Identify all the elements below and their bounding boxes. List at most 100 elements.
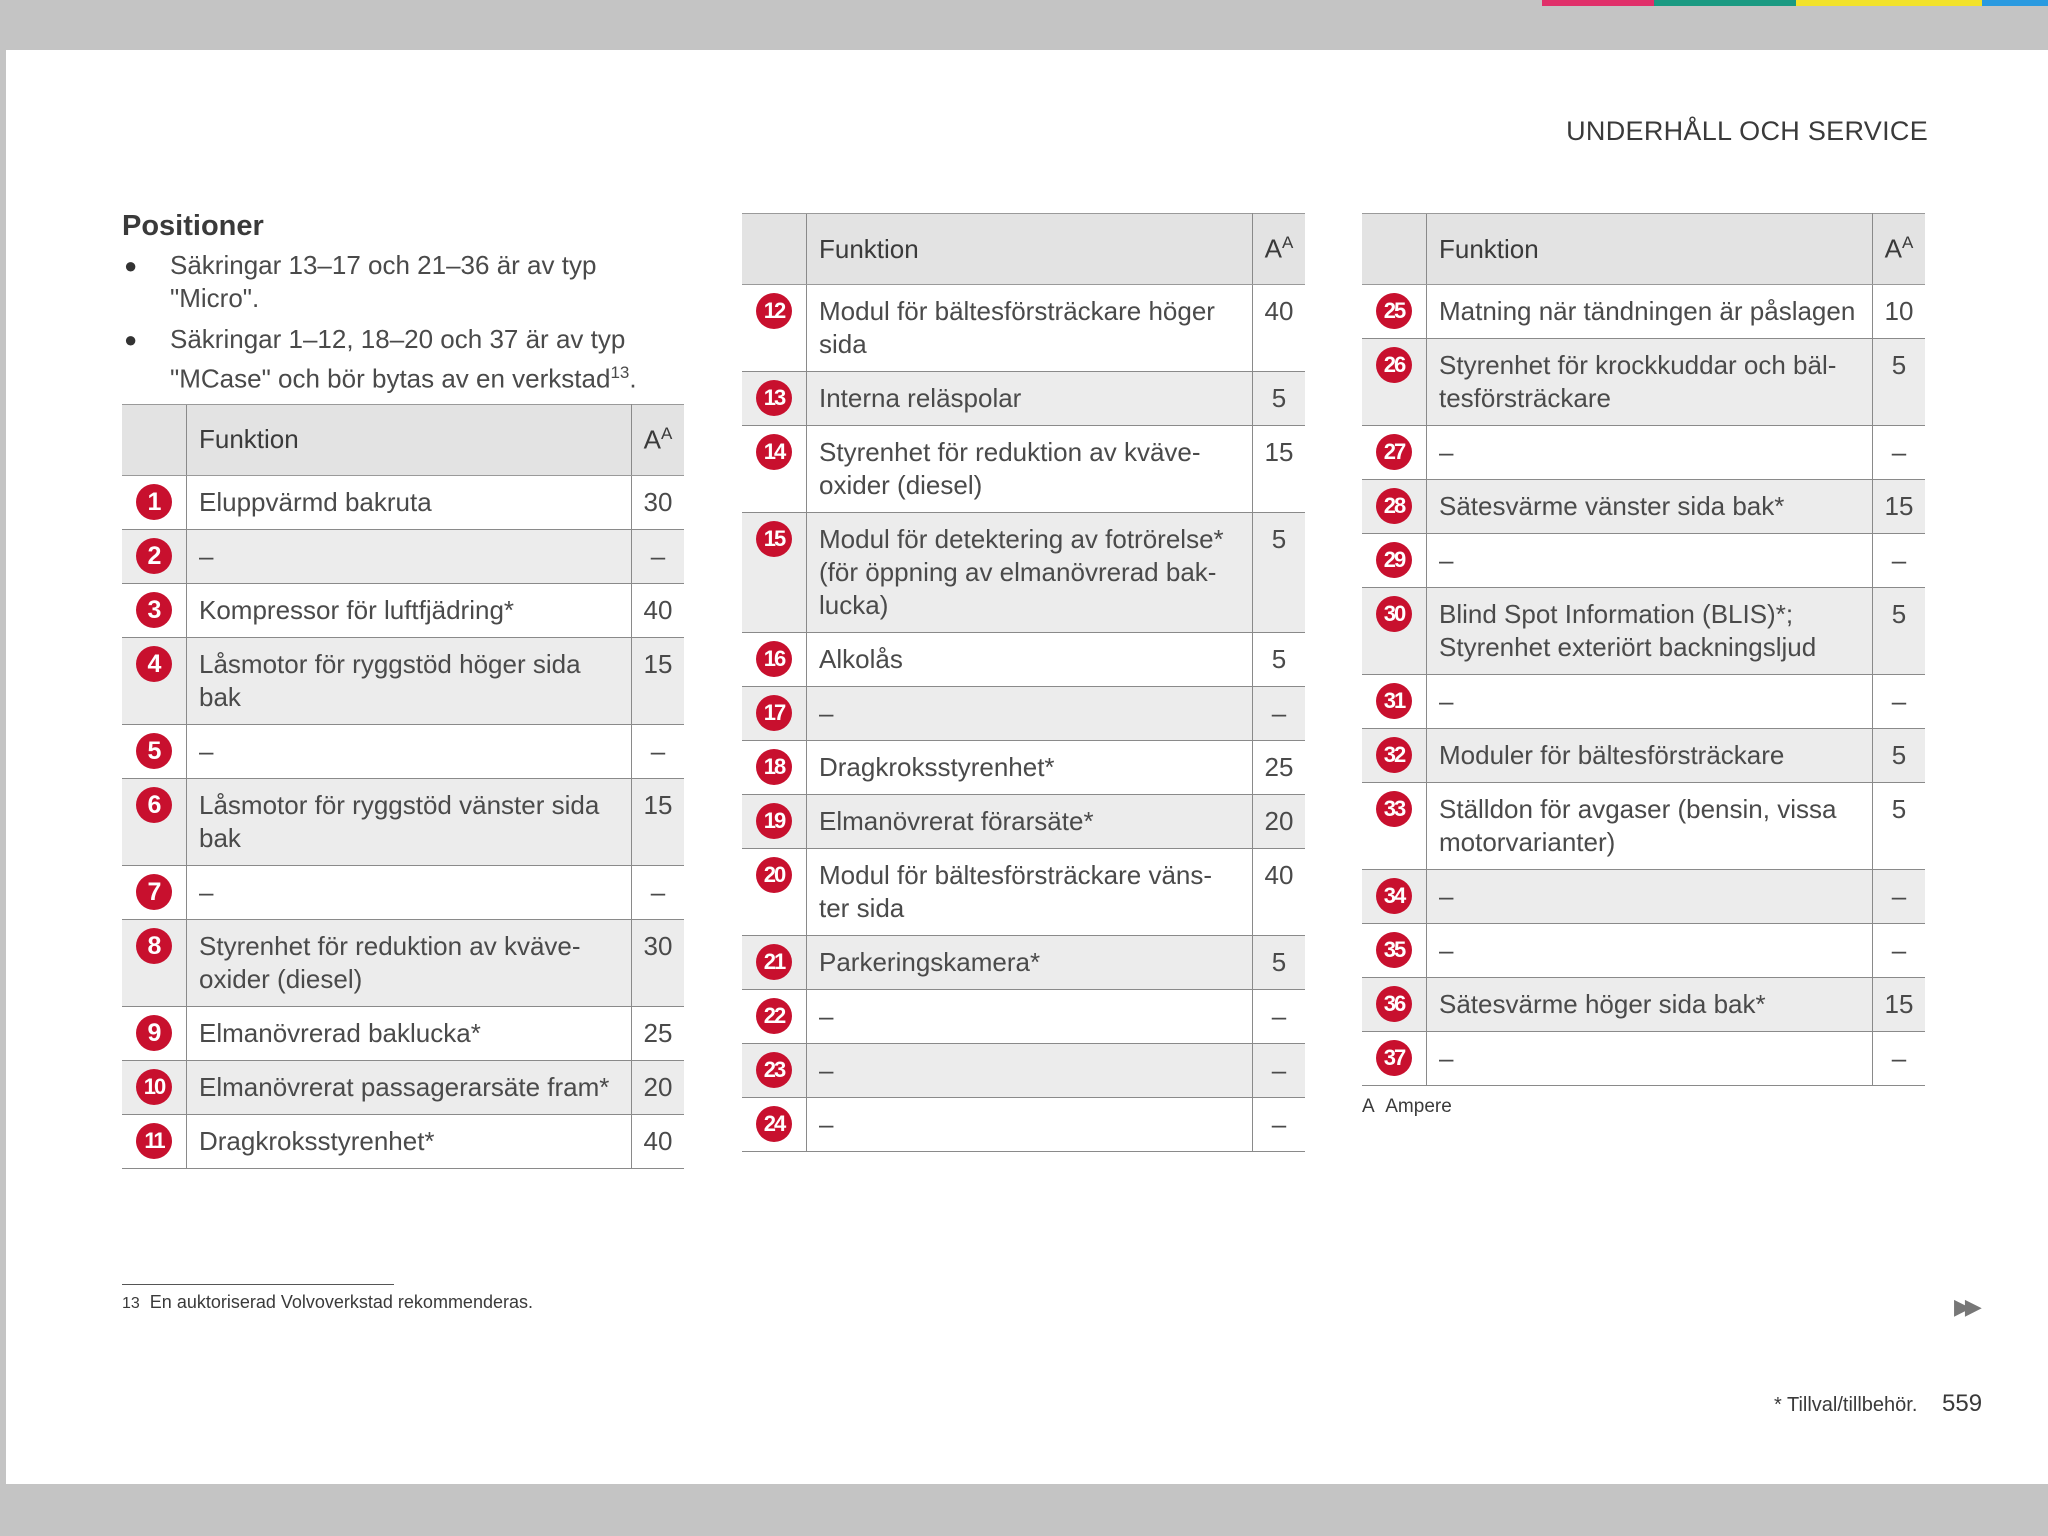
fuse-number-cell: 2 [122,529,187,584]
fuse-number-cell: 30 [1362,587,1427,675]
fuse-number-badge: 5 [136,732,172,769]
fuse-number-cell: 10 [122,1060,187,1115]
amperage-cell: 5 [1252,512,1305,633]
function-cell: – [1426,425,1873,480]
fuse-number-badge: 2 [136,537,172,574]
page-number: 559 [1942,1390,1983,1417]
fuse-number-cell: 23 [742,1043,807,1098]
footnote-reference[interactable]: 13 [610,363,630,382]
function-cell: – [186,865,632,920]
color-strip-yellow [1796,0,1982,6]
function-cell: Eluppvärmd bakruta [186,475,632,530]
fuse-number-badge: 19 [756,803,792,839]
fuse-number-cell: 37 [1362,1031,1427,1086]
fuse-number-badge: 8 [136,927,172,964]
fuse-number-badge: 35 [1376,932,1412,968]
table-row: 5– – [122,724,684,779]
column-3: Funktion AA 25 Matning när tändningen är … [1362,213,1925,1118]
amperage-cell: 5 [1252,371,1305,426]
amperage-cell: 20 [1252,794,1305,849]
table-row: 27– – [1362,425,1925,480]
amperage-cell: – [1872,923,1925,978]
amp-header: AA [631,403,684,476]
footnote-text: En auktoriserad Volvoverkstad rekommende… [149,1292,533,1312]
table-row: 22– – [742,989,1305,1044]
function-cell: Moduler för bältesförsträckare [1426,728,1873,783]
table-row: 7– – [122,865,684,920]
function-cell: – [1426,533,1873,588]
fuse-number-badge: 3 [136,591,172,628]
fuse-number-cell: 27 [1362,425,1427,480]
table-row: 36 Sätesvärme höger sida bak* 15 [1362,977,1925,1032]
fuse-number-cell: 25 [1362,284,1427,339]
fuse-number-cell: 29 [1362,533,1427,588]
amperage-cell: 15 [631,778,684,866]
fuse-number-badge: 32 [1376,737,1412,773]
table-row: 30 Blind Spot Information (BLIS)*; Styren… [1362,587,1925,675]
table-row: 31– – [1362,674,1925,729]
fuse-number-badge: 27 [1376,434,1412,470]
function-cell: – [806,686,1253,741]
fuse-number-badge: 14 [756,434,792,470]
fuse-number-cell: 24 [742,1097,807,1152]
table-row: 35– – [1362,923,1925,978]
fuse-number-badge: 21 [756,944,792,980]
positions-heading: Positioner [122,210,264,242]
function-cell: – [186,724,632,779]
bullet-item: ● Säkringar 13–17 och 21–36 är av typ "Mi… [122,249,684,315]
fuse-number-cell: 11 [122,1114,187,1169]
table-row: 18 Dragkroksstyrenhet* 25 [742,740,1305,795]
function-cell: Styrenhet för reduktion av kväve-oxider … [186,919,632,1007]
number-header [122,403,187,476]
fuse-number-badge: 17 [756,695,792,731]
function-cell: – [806,1097,1253,1152]
table-header-row: Funktion AA [122,403,684,476]
fuse-number-badge: 33 [1376,791,1412,827]
table-row: 11 Dragkroksstyrenhet* 40 [122,1114,684,1169]
table-note-marker: A [1362,1096,1375,1117]
fuse-number-badge: 9 [136,1014,172,1051]
amperage-cell: 25 [1252,740,1305,795]
fuse-number-badge: 4 [136,645,172,682]
amperage-cell: 40 [631,583,684,638]
amp-header-ref: A [1902,233,1914,253]
double-arrow-right-icon[interactable]: ▶▶ [1954,1294,1982,1319]
amperage-cell: – [631,865,684,920]
fuse-number-cell: 35 [1362,923,1427,978]
amp-header-label: A [1264,233,1282,264]
amperage-cell: – [1252,1043,1305,1098]
function-cell: Matning när tändningen är påslagen [1426,284,1873,339]
fuse-number-cell: 32 [1362,728,1427,783]
fuse-number-badge: 36 [1376,986,1412,1022]
fuse-number-badge: 25 [1376,293,1412,329]
fuse-number-cell: 8 [122,919,187,1007]
fuse-table-1: Funktion AA 1 Eluppvärmd bakruta 30 2– –3 Kom… [122,403,684,1169]
fuse-number-badge: 24 [756,1106,792,1142]
color-strip-red [1542,0,1654,6]
fuse-number-badge: 31 [1376,683,1412,719]
table-row: 20 Modul för bältesförsträckare väns-ter … [742,848,1305,936]
amperage-cell: 15 [631,637,684,725]
amperage-cell: – [1252,989,1305,1044]
fuse-number-cell: 31 [1362,674,1427,729]
table-row: 3 Kompressor för luftfjädring* 40 [122,583,684,638]
fuse-number-cell: 3 [122,583,187,638]
fuse-number-badge: 18 [756,749,792,785]
amperage-cell: – [1872,1031,1925,1086]
bullet-text: Säkringar 13–17 och 21–36 är av typ "Mic… [170,250,597,313]
footnote-divider [122,1284,394,1285]
table-note-text: Ampere [1385,1096,1452,1117]
fuse-table-2: Funktion AA 12 Modul för bältesförsträcka… [742,213,1305,1152]
function-cell: – [806,989,1253,1044]
amperage-cell: – [1252,686,1305,741]
function-cell: Modul för bältesförsträckare väns-ter si… [806,848,1253,936]
column-1: Positioner ● Säkringar 13–17 och 21–36 är… [122,210,684,1169]
fuse-number-badge: 29 [1376,542,1412,578]
function-cell: Blind Spot Information (BLIS)*; Styrenhe… [1426,587,1873,675]
column-2: Funktion AA 12 Modul för bältesförsträcka… [742,213,1305,1152]
fuse-number-badge: 34 [1376,878,1412,914]
bullet-end: . [629,363,637,394]
function-cell: – [806,1043,1253,1098]
fuse-number-cell: 18 [742,740,807,795]
function-cell: Alkolås [806,632,1253,687]
